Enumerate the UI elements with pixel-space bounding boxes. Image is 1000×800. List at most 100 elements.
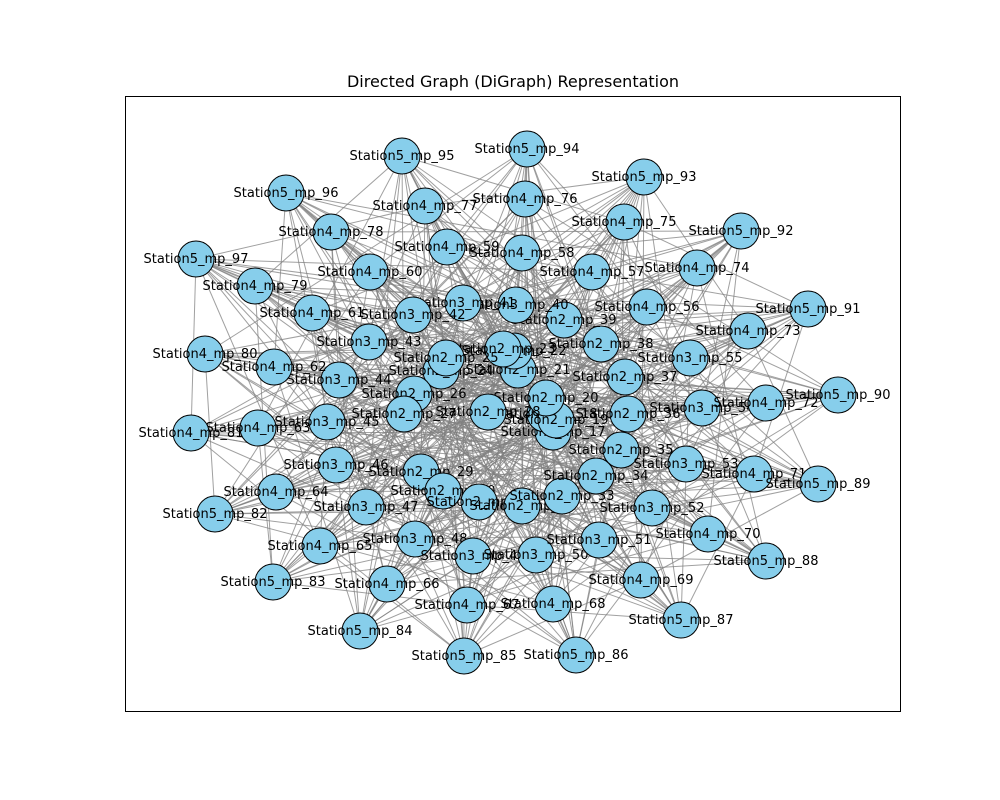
graph-edge bbox=[272, 581, 468, 606]
node-circle bbox=[678, 249, 716, 287]
graph-edge bbox=[414, 538, 577, 656]
graph-edge bbox=[338, 267, 698, 381]
graph-edge bbox=[272, 357, 691, 583]
graph-edge bbox=[359, 533, 709, 632]
graph-node: Station5_mp_90 bbox=[786, 376, 891, 414]
graph-node: Station5_mp_91 bbox=[756, 290, 861, 328]
graph-edge bbox=[285, 192, 415, 395]
graph-edge bbox=[254, 285, 682, 621]
node-circle bbox=[667, 445, 705, 483]
graph-node: Station4_mp_58 bbox=[470, 234, 574, 272]
graph-node: Station4_mp_73 bbox=[696, 312, 801, 350]
graph-edge bbox=[272, 221, 625, 583]
node-circle bbox=[527, 379, 565, 417]
node-label: Station4_mp_64 bbox=[224, 485, 329, 500]
graph-edge bbox=[330, 231, 517, 306]
graph-edge bbox=[424, 205, 465, 657]
graph-node: Station5_mp_85 bbox=[412, 637, 516, 675]
graph-node: Station4_mp_71 bbox=[702, 455, 806, 493]
node-label: Station3_mp_41 bbox=[411, 296, 516, 311]
graph-node: Station2_mp_37 bbox=[573, 358, 677, 396]
node-circle bbox=[254, 563, 292, 601]
node-circle bbox=[341, 612, 379, 650]
node-label: Station5_mp_87 bbox=[629, 613, 734, 628]
graph-edge bbox=[623, 221, 809, 310]
node-label: Station2_mp_27 bbox=[352, 407, 457, 422]
node-circle bbox=[508, 130, 546, 168]
graph-edge bbox=[623, 221, 682, 621]
node-label: Station5_mp_91 bbox=[756, 302, 861, 317]
graph-edge bbox=[521, 505, 577, 656]
graph-edge bbox=[330, 231, 416, 540]
graph-edge bbox=[552, 475, 597, 605]
graph-node: Station5_mp_86 bbox=[524, 636, 628, 674]
node-label: Station5_mp_94 bbox=[475, 142, 580, 157]
graph-edge bbox=[204, 353, 537, 556]
node-circle bbox=[350, 323, 388, 361]
graph-node: Station2_mp_35 bbox=[569, 431, 673, 469]
node-label: Station3_mp_43 bbox=[317, 335, 422, 350]
node-circle bbox=[460, 483, 498, 521]
graph-edge bbox=[462, 176, 645, 304]
graph-edge bbox=[640, 483, 819, 581]
graph-edge bbox=[563, 319, 691, 359]
graph-node: Station3_mp_50 bbox=[484, 536, 588, 574]
node-label: Station2_mp_39 bbox=[512, 313, 617, 328]
node-circle bbox=[580, 521, 618, 559]
graph-edge bbox=[463, 330, 749, 657]
node-label: Station4_mp_78 bbox=[279, 225, 384, 240]
node-label: Station5_mp_90 bbox=[786, 388, 891, 403]
graph-node: Station3_mp_49 bbox=[421, 537, 525, 575]
graph-node: Station4_mp_65 bbox=[268, 527, 372, 565]
node-circle bbox=[497, 286, 535, 324]
graph-node: Station3_mp_55 bbox=[638, 339, 742, 377]
node-label: Station2_mp_25 bbox=[394, 351, 499, 366]
graph-node: Station4_mp_76 bbox=[473, 180, 578, 218]
graph-node: Station4_mp_77 bbox=[373, 187, 477, 225]
graph-edge bbox=[472, 176, 645, 557]
node-circle bbox=[320, 361, 358, 399]
graph-node: Station4_mp_80 bbox=[153, 335, 257, 373]
graph-node: Station2_mp_38 bbox=[549, 325, 654, 363]
node-label: Station4_mp_70 bbox=[656, 527, 761, 542]
graph-edge bbox=[627, 413, 709, 535]
node-circle bbox=[722, 212, 760, 250]
graph-edge bbox=[620, 308, 809, 451]
node-circle bbox=[747, 384, 785, 422]
graph-node: Station2_mp_23 bbox=[451, 330, 556, 368]
node-label: Station4_mp_73 bbox=[696, 324, 801, 339]
node-label: Station2_mp_23 bbox=[451, 342, 556, 357]
graph-node: Station4_mp_70 bbox=[656, 515, 761, 553]
node-circle bbox=[606, 358, 644, 396]
node-circle bbox=[239, 409, 277, 447]
node-circle bbox=[351, 253, 389, 291]
graph-node: Station5_mp_95 bbox=[350, 137, 454, 175]
graph-edge bbox=[359, 267, 698, 632]
node-circle bbox=[517, 536, 555, 574]
node-label: Station4_mp_76 bbox=[473, 192, 578, 207]
graph-node: Station4_mp_72 bbox=[714, 384, 818, 422]
graph-node: Station2_mp_39 bbox=[512, 301, 617, 339]
node-label: Station3_mp_47 bbox=[314, 500, 419, 515]
graph-node: Station2_mp_34 bbox=[544, 457, 648, 495]
graph-edge bbox=[330, 231, 361, 632]
graph-node: Station3_mp_53 bbox=[634, 445, 738, 483]
graph-node: Station2_mp_20 bbox=[494, 379, 598, 417]
node-circle bbox=[383, 137, 421, 175]
node-circle bbox=[385, 395, 423, 433]
graph-edge bbox=[214, 507, 653, 515]
graph-node: Station4_mp_67 bbox=[415, 586, 519, 624]
graph-node: Station3_mp_46 bbox=[284, 446, 388, 484]
node-circle bbox=[394, 296, 432, 334]
graph-edge bbox=[561, 483, 819, 497]
node-label: Station2_mp_38 bbox=[549, 337, 654, 352]
figure-title: Directed Graph (DiGraph) Representation bbox=[346, 72, 680, 91]
node-circle bbox=[428, 228, 466, 266]
node-circle bbox=[503, 234, 541, 272]
graph-node: Station4_mp_68 bbox=[501, 585, 605, 623]
graph-edge bbox=[214, 513, 554, 605]
node-circle bbox=[735, 455, 773, 493]
node-label: Station5_mp_88 bbox=[714, 554, 819, 569]
node-label: Station4_mp_81 bbox=[139, 426, 244, 441]
node-circle bbox=[255, 348, 293, 386]
